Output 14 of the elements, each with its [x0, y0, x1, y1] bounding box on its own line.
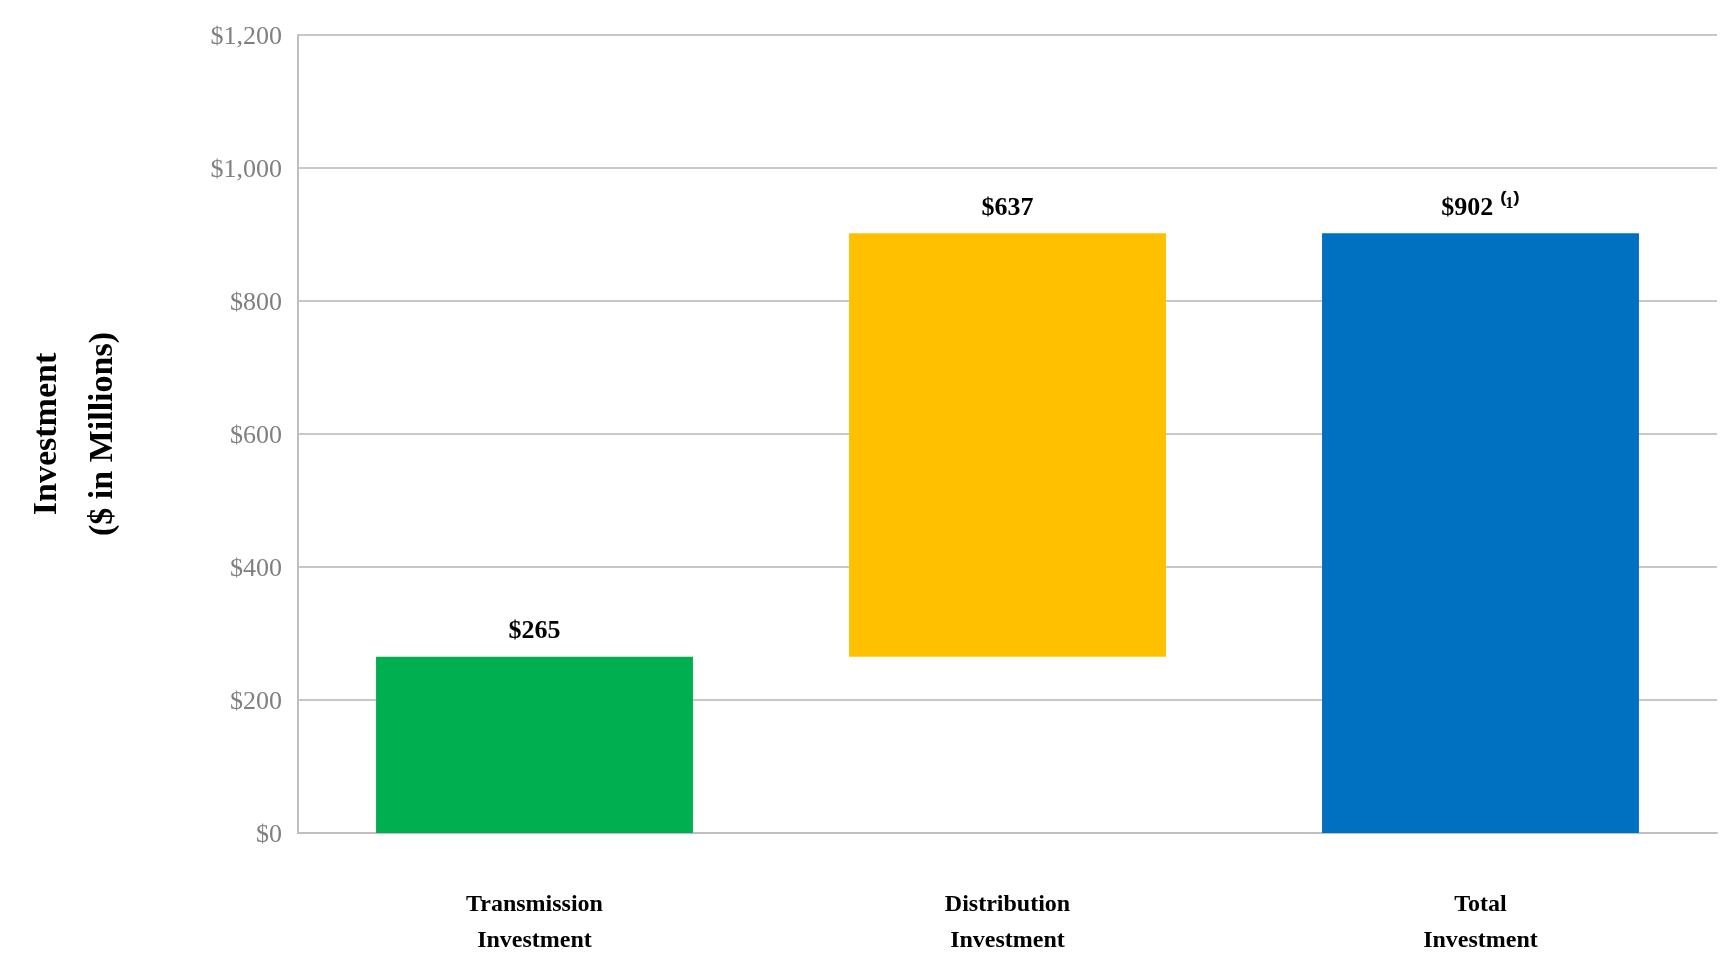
- data-label: $637: [981, 191, 1034, 221]
- y-tick-label: $200: [230, 685, 282, 715]
- data-label: $265: [508, 615, 561, 645]
- x-tick-label: Transmission Investment: [466, 890, 603, 952]
- x-tick-label: Distribution Investment: [944, 890, 1071, 952]
- y-tick-label: $1,000: [210, 153, 282, 183]
- y-tick-label: $400: [230, 552, 282, 582]
- y-tick-label: $800: [230, 286, 282, 316]
- y-tick-label: $0: [256, 818, 282, 848]
- y-tick-label: $1,200: [210, 20, 282, 50]
- y-tick-label: $600: [230, 419, 282, 449]
- x-tick-label: Total Investment: [1423, 890, 1538, 952]
- data-label: $902 ⁽¹⁾: [1441, 189, 1520, 221]
- y-axis-title: Investment ($ in Millions): [25, 331, 120, 537]
